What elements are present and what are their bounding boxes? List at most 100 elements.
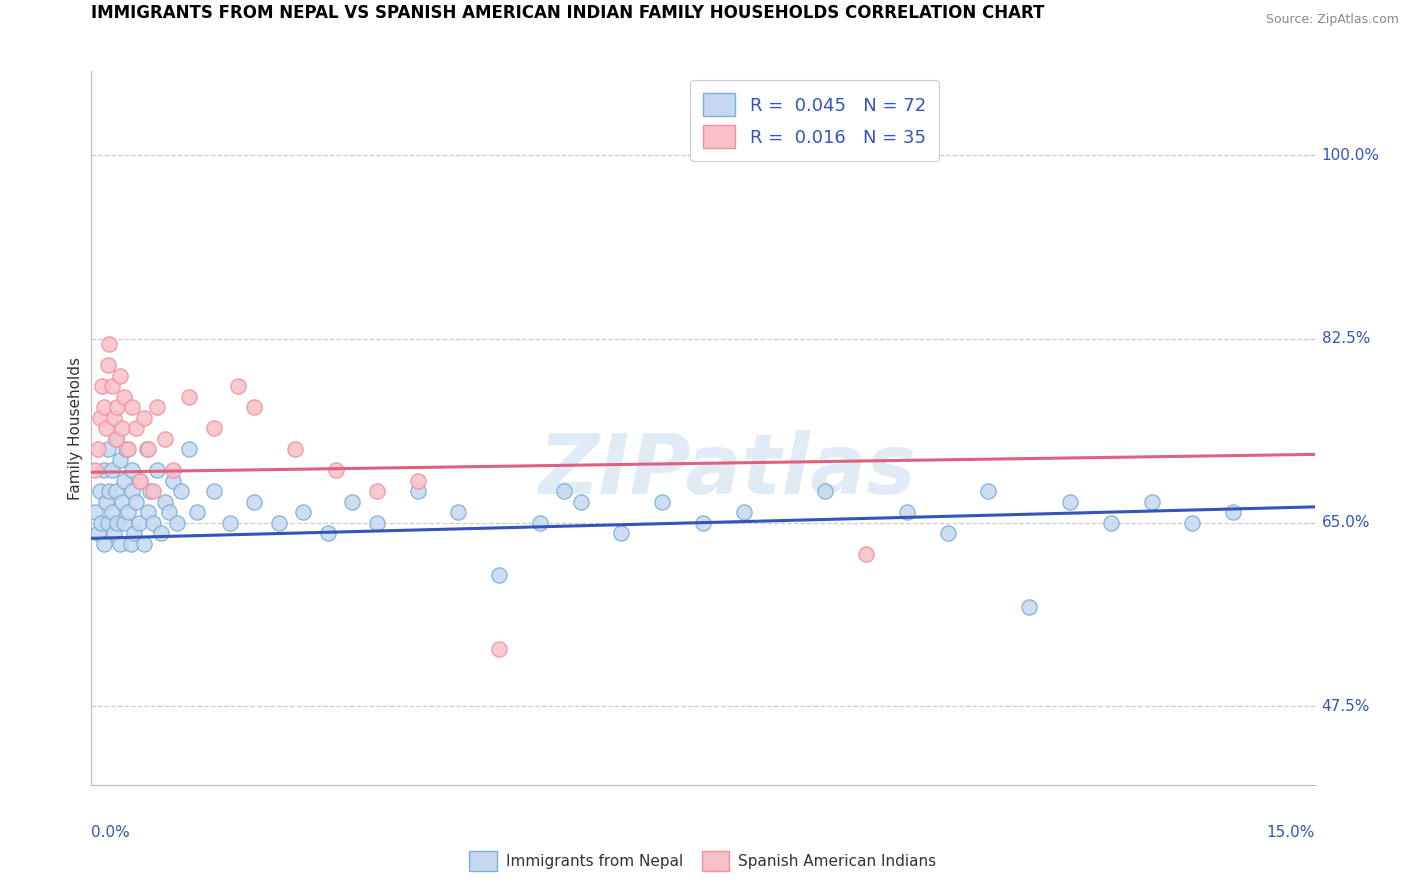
Point bbox=[342, 494, 364, 508]
Point bbox=[896, 505, 918, 519]
Point bbox=[111, 494, 134, 508]
Point bbox=[1018, 599, 1040, 614]
Point bbox=[112, 390, 135, 404]
Point bbox=[138, 505, 160, 519]
Point bbox=[157, 505, 180, 519]
Point bbox=[98, 484, 121, 499]
Point bbox=[93, 536, 115, 550]
Point bbox=[87, 526, 110, 541]
Point bbox=[219, 516, 242, 530]
Point bbox=[103, 526, 125, 541]
Point bbox=[814, 484, 837, 499]
Point bbox=[108, 452, 131, 467]
Point bbox=[112, 474, 135, 488]
Point bbox=[89, 410, 111, 425]
Point bbox=[1140, 494, 1163, 508]
Point bbox=[93, 400, 115, 414]
Point bbox=[104, 432, 127, 446]
Point bbox=[94, 494, 117, 508]
Text: 15.0%: 15.0% bbox=[1267, 825, 1315, 840]
Point bbox=[94, 421, 117, 435]
Text: Source: ZipAtlas.com: Source: ZipAtlas.com bbox=[1265, 13, 1399, 27]
Point bbox=[569, 494, 592, 508]
Point bbox=[447, 505, 470, 519]
Point bbox=[733, 505, 755, 519]
Point bbox=[104, 432, 127, 446]
Point bbox=[93, 463, 115, 477]
Point bbox=[325, 463, 347, 477]
Point bbox=[84, 505, 107, 519]
Point bbox=[977, 484, 1000, 499]
Point bbox=[101, 379, 124, 393]
Point bbox=[141, 516, 163, 530]
Point bbox=[292, 505, 315, 519]
Point bbox=[139, 484, 162, 499]
Point bbox=[488, 568, 510, 582]
Point bbox=[125, 421, 148, 435]
Text: 100.0%: 100.0% bbox=[1322, 148, 1379, 163]
Point bbox=[112, 516, 135, 530]
Point bbox=[1059, 494, 1081, 508]
Point bbox=[366, 484, 388, 499]
Point bbox=[108, 368, 131, 383]
Point bbox=[125, 494, 148, 508]
Point bbox=[226, 379, 249, 393]
Point bbox=[488, 641, 510, 656]
Point bbox=[98, 337, 121, 351]
Point bbox=[129, 474, 152, 488]
Point bbox=[111, 421, 134, 435]
Point bbox=[97, 358, 120, 372]
Point bbox=[107, 400, 129, 414]
Text: 65.0%: 65.0% bbox=[1322, 515, 1369, 530]
Point bbox=[117, 442, 139, 457]
Point bbox=[1181, 516, 1204, 530]
Point bbox=[692, 516, 714, 530]
Point bbox=[284, 442, 307, 457]
Point bbox=[153, 432, 176, 446]
Point bbox=[101, 463, 124, 477]
Y-axis label: Family Households: Family Households bbox=[67, 357, 83, 500]
Text: 0.0%: 0.0% bbox=[91, 825, 131, 840]
Point bbox=[162, 474, 184, 488]
Point bbox=[121, 400, 143, 414]
Point bbox=[87, 442, 110, 457]
Point bbox=[553, 484, 575, 499]
Point bbox=[122, 526, 145, 541]
Point bbox=[1099, 516, 1122, 530]
Point bbox=[107, 516, 129, 530]
Point bbox=[316, 526, 339, 541]
Point bbox=[529, 516, 551, 530]
Point bbox=[202, 484, 225, 499]
Point bbox=[179, 442, 201, 457]
Point bbox=[97, 516, 120, 530]
Point bbox=[267, 516, 290, 530]
Point bbox=[138, 442, 160, 457]
Point bbox=[129, 474, 152, 488]
Point bbox=[121, 484, 143, 499]
Point bbox=[135, 442, 157, 457]
Text: 47.5%: 47.5% bbox=[1322, 698, 1369, 714]
Point bbox=[936, 526, 959, 541]
Point bbox=[202, 421, 225, 435]
Point bbox=[855, 547, 877, 561]
Point bbox=[166, 516, 188, 530]
Point bbox=[134, 410, 156, 425]
Point bbox=[104, 484, 127, 499]
Point bbox=[170, 484, 193, 499]
Point bbox=[121, 463, 143, 477]
Point bbox=[101, 505, 124, 519]
Point bbox=[141, 484, 163, 499]
Point bbox=[179, 390, 201, 404]
Text: 82.5%: 82.5% bbox=[1322, 332, 1369, 346]
Point bbox=[162, 463, 184, 477]
Point bbox=[610, 526, 633, 541]
Point bbox=[651, 494, 673, 508]
Point bbox=[406, 484, 429, 499]
Point bbox=[108, 536, 131, 550]
Point bbox=[243, 494, 266, 508]
Point bbox=[128, 516, 150, 530]
Point bbox=[91, 379, 114, 393]
Point bbox=[114, 442, 136, 457]
Point bbox=[120, 536, 142, 550]
Text: ZIPatlas: ZIPatlas bbox=[538, 431, 917, 511]
